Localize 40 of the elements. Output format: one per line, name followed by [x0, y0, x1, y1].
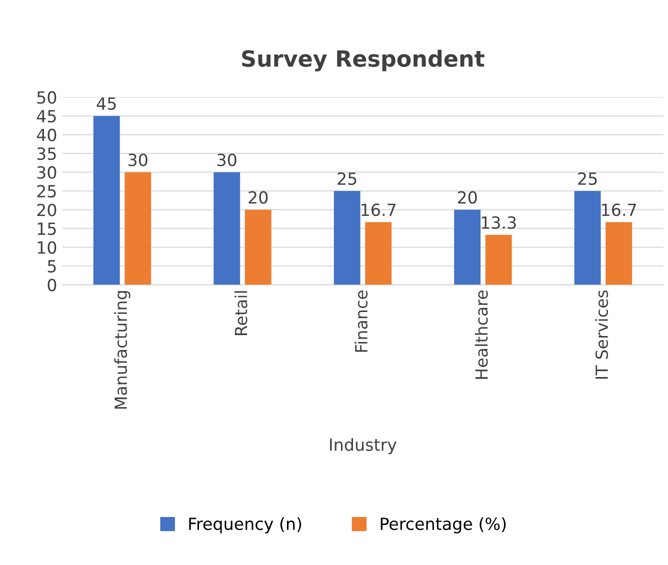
bar: [124, 172, 152, 285]
data-label: 20: [458, 191, 477, 204]
x-tick-label: Finance: [354, 290, 368, 352]
x-tick-label: IT Services: [595, 290, 608, 379]
bar: [244, 210, 272, 285]
data-label: 16.7: [602, 203, 636, 216]
y-tick-label: 35: [37, 147, 56, 160]
y-tick-label: 25: [37, 184, 56, 198]
bar: [214, 172, 240, 285]
bar: [93, 116, 120, 285]
y-tick-label: 40: [36, 128, 56, 142]
data-label: 25: [338, 172, 356, 185]
x-tick-label: Manufacturing: [114, 291, 130, 409]
y-tick-label: 15: [38, 222, 56, 236]
data-label: 13.3: [482, 216, 516, 229]
x-axis-title: Industry: [330, 438, 397, 454]
y-tick-label: 5: [48, 260, 56, 273]
y-tick-label: 50: [37, 91, 56, 104]
data-label: 45: [96, 98, 116, 110]
bar: [485, 234, 512, 285]
x-tick-label: Retail: [234, 291, 248, 336]
legend-label: Percentage (%): [380, 517, 506, 534]
data-label: 30: [218, 154, 236, 166]
legend-label: Frequency (n): [189, 517, 302, 534]
data-label: 20: [248, 191, 268, 204]
y-tick-label: 20: [37, 204, 56, 216]
data-label: 25: [578, 172, 597, 185]
y-tick-label: 30: [37, 166, 56, 179]
bar: [454, 210, 481, 285]
y-tick-label: 10: [38, 241, 56, 254]
bar: [334, 190, 360, 285]
chart-title: Survey Respondent: [242, 50, 484, 72]
bar: [606, 222, 632, 285]
y-tick-label: 45: [36, 110, 56, 123]
y-tick-label: 0: [48, 278, 56, 292]
data-label: 16.7: [362, 203, 396, 216]
x-tick-label: Healthcare: [474, 290, 488, 379]
bar: [365, 222, 392, 285]
data-label: 30: [128, 154, 148, 166]
bar: [574, 190, 601, 285]
